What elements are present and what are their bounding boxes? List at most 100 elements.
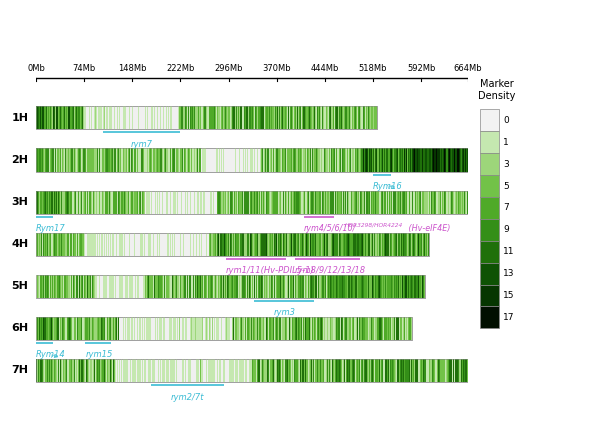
Bar bbox=[413, 190, 415, 213]
Bar bbox=[206, 317, 207, 340]
Bar bbox=[61, 232, 62, 256]
Bar bbox=[395, 149, 396, 172]
Bar bbox=[168, 359, 169, 382]
Bar bbox=[167, 190, 168, 213]
Bar bbox=[412, 359, 413, 382]
Bar bbox=[97, 232, 98, 256]
Bar bbox=[97, 149, 98, 172]
Bar bbox=[63, 107, 64, 130]
Bar bbox=[276, 232, 277, 256]
Bar bbox=[43, 359, 44, 382]
Bar bbox=[427, 149, 428, 172]
Bar bbox=[275, 317, 276, 340]
Bar bbox=[144, 274, 145, 298]
Bar bbox=[232, 359, 233, 382]
Bar bbox=[360, 232, 361, 256]
Bar bbox=[157, 107, 158, 130]
Bar bbox=[385, 274, 386, 298]
Bar bbox=[233, 190, 234, 213]
Bar bbox=[388, 317, 389, 340]
Bar bbox=[176, 149, 177, 172]
Bar bbox=[58, 149, 59, 172]
Bar bbox=[163, 149, 164, 172]
Bar bbox=[374, 232, 375, 256]
Bar bbox=[174, 274, 175, 298]
Bar bbox=[233, 317, 234, 340]
Bar bbox=[83, 359, 85, 382]
Bar bbox=[407, 317, 408, 340]
Bar bbox=[411, 274, 412, 298]
Bar bbox=[457, 149, 458, 172]
Bar bbox=[440, 359, 441, 382]
Bar bbox=[295, 274, 296, 298]
Bar bbox=[259, 232, 260, 256]
Bar bbox=[104, 107, 105, 130]
Bar bbox=[178, 149, 179, 172]
Bar bbox=[436, 359, 437, 382]
Bar bbox=[200, 274, 201, 298]
Bar bbox=[166, 359, 167, 382]
Bar bbox=[328, 149, 329, 172]
Bar bbox=[391, 274, 392, 298]
Bar bbox=[279, 317, 280, 340]
Bar bbox=[377, 232, 378, 256]
Bar bbox=[249, 274, 250, 298]
Bar bbox=[248, 359, 250, 382]
Bar bbox=[432, 359, 433, 382]
Bar bbox=[197, 274, 198, 298]
Bar bbox=[37, 359, 38, 382]
Bar bbox=[371, 190, 372, 213]
Bar bbox=[183, 107, 184, 130]
Bar bbox=[345, 107, 346, 130]
Bar bbox=[446, 149, 447, 172]
Text: 15: 15 bbox=[503, 291, 515, 300]
Bar bbox=[57, 232, 58, 256]
Bar bbox=[94, 190, 95, 213]
Bar bbox=[193, 232, 194, 256]
Bar bbox=[266, 149, 268, 172]
Bar bbox=[129, 232, 130, 256]
Bar bbox=[341, 107, 342, 130]
Bar bbox=[250, 190, 251, 213]
Bar bbox=[377, 149, 378, 172]
Bar bbox=[333, 149, 334, 172]
Bar bbox=[393, 274, 394, 298]
Bar bbox=[339, 190, 340, 213]
Bar bbox=[157, 317, 158, 340]
Bar bbox=[270, 107, 271, 130]
Bar bbox=[246, 274, 247, 298]
Bar bbox=[401, 317, 402, 340]
Bar bbox=[190, 107, 191, 130]
Bar bbox=[232, 107, 233, 130]
Bar bbox=[185, 107, 186, 130]
Bar bbox=[352, 149, 353, 172]
Bar bbox=[373, 107, 374, 130]
Bar bbox=[316, 149, 317, 172]
Bar bbox=[352, 107, 353, 130]
Bar bbox=[334, 317, 335, 340]
Bar bbox=[427, 232, 428, 256]
Bar bbox=[243, 317, 244, 340]
Bar bbox=[250, 274, 251, 298]
Bar bbox=[418, 149, 419, 172]
Bar bbox=[190, 149, 191, 172]
Bar bbox=[125, 232, 127, 256]
Bar bbox=[401, 149, 403, 172]
Bar bbox=[57, 190, 58, 213]
Bar bbox=[227, 107, 228, 130]
Bar bbox=[63, 149, 64, 172]
Bar bbox=[445, 190, 446, 213]
Bar bbox=[73, 317, 74, 340]
Bar bbox=[60, 190, 61, 213]
Bar bbox=[109, 359, 110, 382]
Bar bbox=[480, 241, 499, 263]
Bar bbox=[331, 232, 332, 256]
Bar bbox=[211, 107, 212, 130]
Bar bbox=[92, 359, 93, 382]
Bar bbox=[237, 107, 238, 130]
Bar bbox=[190, 317, 191, 340]
Bar bbox=[41, 274, 42, 298]
Bar bbox=[132, 149, 133, 172]
Bar bbox=[143, 190, 144, 213]
Bar bbox=[404, 232, 406, 256]
